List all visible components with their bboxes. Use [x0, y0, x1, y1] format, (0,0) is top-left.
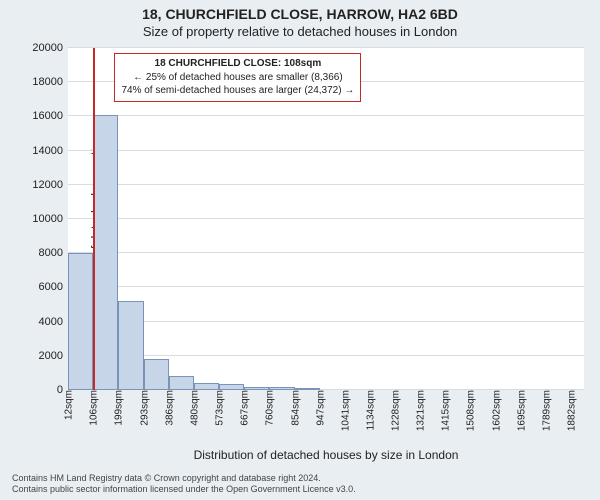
gridline	[68, 286, 584, 287]
ytick-label: 16000	[32, 110, 68, 122]
ytick-label: 18000	[32, 76, 68, 88]
xtick-label: 1134sqm	[363, 390, 376, 430]
ytick-label: 12000	[32, 179, 68, 191]
xtick-label: 1508sqm	[464, 390, 477, 431]
xtick-label: 293sqm	[137, 390, 150, 426]
xtick-label: 1228sqm	[389, 390, 402, 431]
gridline	[68, 252, 584, 253]
footer-line2: Contains public sector information licen…	[12, 484, 588, 496]
ytick-label: 4000	[39, 316, 68, 328]
title-sub: Size of property relative to detached ho…	[0, 22, 600, 39]
gridline	[68, 218, 584, 219]
annotation-title: 18 CHURCHFIELD CLOSE: 108sqm	[121, 57, 354, 71]
chart-area: Number of detached properties 0200040006…	[68, 48, 584, 390]
histogram-bar	[118, 301, 143, 390]
footer-line1: Contains HM Land Registry data © Crown c…	[12, 473, 588, 485]
xtick-label: 199sqm	[112, 390, 125, 426]
gridline	[68, 355, 584, 356]
annotation-line2: ← 25% of detached houses are smaller (8,…	[121, 71, 354, 85]
xtick-label: 1695sqm	[514, 390, 527, 431]
title-main: 18, CHURCHFIELD CLOSE, HARROW, HA2 6BD	[0, 0, 600, 22]
xtick-label: 573sqm	[212, 390, 225, 426]
xtick-label: 1882sqm	[565, 390, 578, 431]
footer: Contains HM Land Registry data © Crown c…	[12, 473, 588, 496]
ytick-label: 10000	[32, 213, 68, 225]
gridline	[68, 47, 584, 48]
xtick-label: 480sqm	[187, 390, 200, 426]
ytick-label: 20000	[32, 42, 68, 54]
xtick-label: 1415sqm	[439, 390, 452, 431]
annotation-box: 18 CHURCHFIELD CLOSE: 108sqm ← 25% of de…	[114, 53, 361, 102]
ytick-label: 14000	[32, 145, 68, 157]
x-axis-label: Distribution of detached houses by size …	[68, 448, 584, 462]
xtick-label: 1321sqm	[414, 390, 427, 431]
ytick-label: 6000	[39, 281, 68, 293]
histogram-bar	[93, 115, 118, 390]
gridline	[68, 150, 584, 151]
gridline	[68, 115, 584, 116]
property-marker-line	[93, 48, 95, 390]
xtick-label: 1041sqm	[338, 390, 351, 431]
histogram-bar	[169, 376, 194, 390]
xtick-label: 12sqm	[62, 390, 75, 420]
histogram-bar	[194, 383, 219, 390]
gridline	[68, 184, 584, 185]
histogram-bar	[144, 359, 169, 390]
xtick-label: 106sqm	[87, 390, 100, 426]
xtick-label: 854sqm	[288, 390, 301, 426]
histogram-bar	[68, 253, 93, 390]
xtick-label: 667sqm	[238, 390, 251, 426]
xtick-label: 1602sqm	[489, 390, 502, 431]
xtick-label: 386sqm	[162, 390, 175, 426]
ytick-label: 8000	[39, 247, 68, 259]
ytick-label: 2000	[39, 350, 68, 362]
annotation-line3: 74% of semi-detached houses are larger (…	[121, 84, 354, 98]
xtick-label: 947sqm	[313, 390, 326, 426]
xtick-label: 1789sqm	[540, 390, 553, 431]
xtick-label: 760sqm	[263, 390, 276, 426]
gridline	[68, 321, 584, 322]
